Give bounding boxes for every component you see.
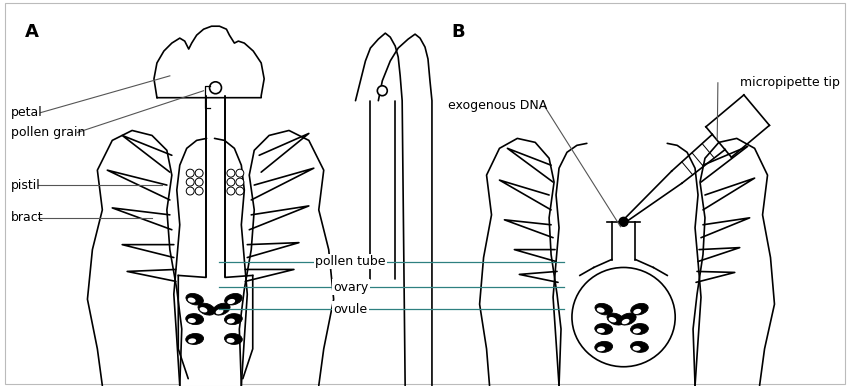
Text: pollen grain: pollen grain (11, 126, 85, 139)
Ellipse shape (631, 303, 649, 315)
Ellipse shape (186, 313, 204, 325)
Ellipse shape (619, 313, 636, 325)
Ellipse shape (224, 293, 242, 305)
Ellipse shape (186, 334, 204, 344)
Ellipse shape (633, 329, 641, 333)
Text: pistil: pistil (11, 178, 41, 192)
Ellipse shape (598, 346, 605, 351)
Circle shape (227, 178, 235, 186)
Ellipse shape (609, 317, 616, 322)
Text: pollen tube: pollen tube (315, 255, 386, 268)
Polygon shape (154, 26, 264, 98)
Ellipse shape (597, 307, 604, 313)
Ellipse shape (597, 328, 605, 333)
Text: A: A (25, 23, 39, 41)
Ellipse shape (607, 313, 624, 325)
Text: exogenous DNA: exogenous DNA (448, 99, 547, 112)
Ellipse shape (595, 303, 613, 315)
Ellipse shape (572, 267, 675, 367)
Ellipse shape (216, 309, 224, 314)
Text: ovule: ovule (333, 303, 367, 316)
Text: B: B (452, 23, 466, 41)
Ellipse shape (595, 324, 613, 334)
Circle shape (235, 169, 244, 177)
Polygon shape (157, 98, 261, 385)
Circle shape (235, 178, 244, 186)
Ellipse shape (200, 307, 207, 312)
Ellipse shape (621, 319, 630, 324)
Circle shape (619, 217, 628, 226)
Circle shape (186, 178, 194, 186)
Circle shape (196, 178, 203, 186)
Ellipse shape (188, 298, 196, 303)
Circle shape (227, 187, 235, 195)
Circle shape (235, 187, 244, 195)
Circle shape (196, 187, 203, 195)
Circle shape (377, 86, 388, 96)
Text: petal: petal (11, 106, 42, 119)
Ellipse shape (595, 341, 613, 353)
Ellipse shape (188, 338, 196, 343)
Ellipse shape (227, 338, 235, 343)
Circle shape (186, 187, 194, 195)
Circle shape (186, 169, 194, 177)
Ellipse shape (188, 318, 196, 323)
Ellipse shape (198, 303, 215, 315)
Ellipse shape (632, 346, 641, 351)
Ellipse shape (227, 299, 235, 304)
Circle shape (210, 82, 222, 94)
Ellipse shape (212, 303, 230, 315)
Text: micropipette tip: micropipette tip (740, 76, 840, 89)
Ellipse shape (224, 313, 242, 325)
Text: ovary: ovary (333, 281, 368, 294)
Ellipse shape (224, 334, 242, 344)
Ellipse shape (633, 309, 641, 314)
Ellipse shape (227, 319, 235, 324)
Text: bract: bract (11, 211, 43, 224)
Circle shape (196, 169, 203, 177)
Ellipse shape (631, 341, 649, 353)
Circle shape (227, 169, 235, 177)
Ellipse shape (186, 293, 203, 305)
Ellipse shape (631, 324, 649, 334)
